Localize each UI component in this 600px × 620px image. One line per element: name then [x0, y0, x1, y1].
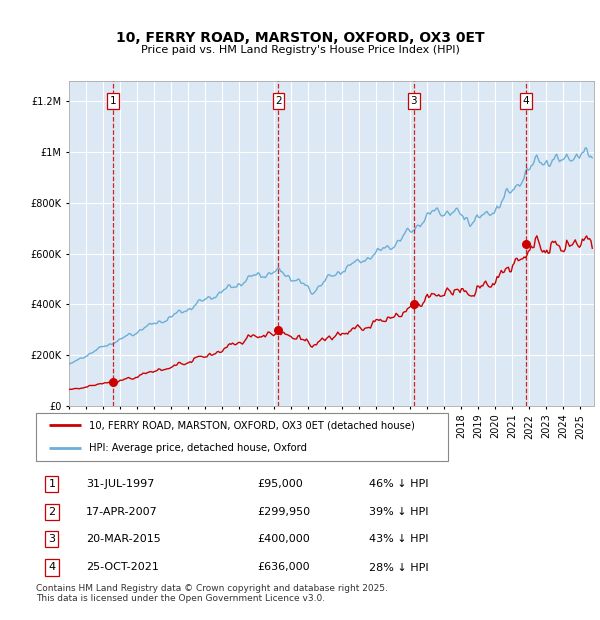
Text: £636,000: £636,000	[258, 562, 310, 572]
Text: 17-APR-2007: 17-APR-2007	[86, 507, 158, 517]
Text: £400,000: £400,000	[258, 534, 311, 544]
Text: 28% ↓ HPI: 28% ↓ HPI	[368, 562, 428, 572]
Text: 4: 4	[523, 96, 529, 106]
Text: 3: 3	[410, 96, 417, 106]
Text: £299,950: £299,950	[258, 507, 311, 517]
Text: 2: 2	[48, 507, 55, 517]
Text: £95,000: £95,000	[258, 479, 304, 489]
Text: HPI: Average price, detached house, Oxford: HPI: Average price, detached house, Oxfo…	[89, 443, 307, 453]
Text: 1: 1	[49, 479, 55, 489]
Text: 43% ↓ HPI: 43% ↓ HPI	[368, 534, 428, 544]
Text: 31-JUL-1997: 31-JUL-1997	[86, 479, 155, 489]
Text: 3: 3	[49, 534, 55, 544]
Text: 4: 4	[48, 562, 55, 572]
Text: 39% ↓ HPI: 39% ↓ HPI	[368, 507, 428, 517]
Text: 10, FERRY ROAD, MARSTON, OXFORD, OX3 0ET: 10, FERRY ROAD, MARSTON, OXFORD, OX3 0ET	[116, 31, 484, 45]
Text: 1: 1	[110, 96, 116, 106]
Text: 20-MAR-2015: 20-MAR-2015	[86, 534, 161, 544]
Text: 2: 2	[275, 96, 282, 106]
Text: 10, FERRY ROAD, MARSTON, OXFORD, OX3 0ET (detached house): 10, FERRY ROAD, MARSTON, OXFORD, OX3 0ET…	[89, 420, 415, 430]
Text: 46% ↓ HPI: 46% ↓ HPI	[368, 479, 428, 489]
Text: 25-OCT-2021: 25-OCT-2021	[86, 562, 159, 572]
Text: Price paid vs. HM Land Registry's House Price Index (HPI): Price paid vs. HM Land Registry's House …	[140, 45, 460, 55]
FancyBboxPatch shape	[36, 414, 448, 461]
Text: Contains HM Land Registry data © Crown copyright and database right 2025.
This d: Contains HM Land Registry data © Crown c…	[36, 584, 388, 603]
